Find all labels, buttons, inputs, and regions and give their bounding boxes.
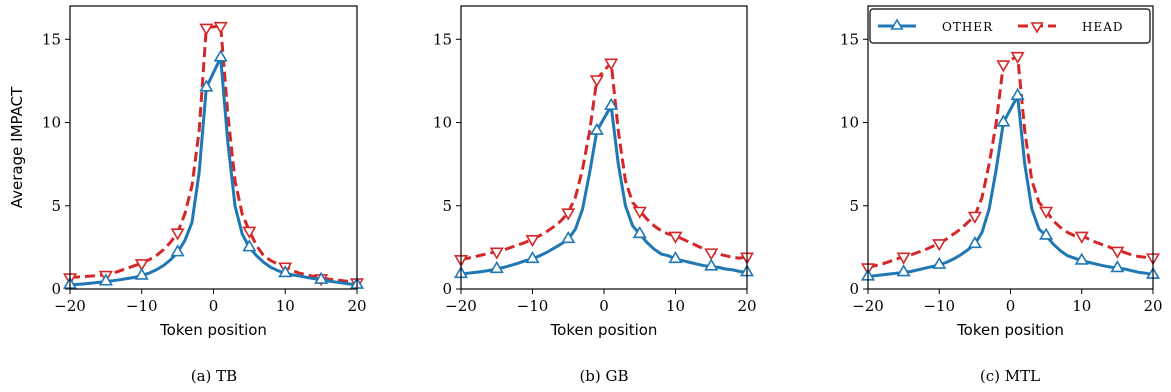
data-point-head — [1010, 51, 1025, 65]
data-point-other — [314, 271, 329, 284]
data-point-head — [896, 252, 911, 265]
data-point-other — [489, 260, 504, 274]
series-line-head — [70, 24, 357, 284]
data-point-head — [604, 58, 619, 71]
x-tick-label: −20 — [852, 297, 884, 315]
legend-label-other: OTHER — [942, 20, 993, 34]
x-tick-label: 0 — [1006, 297, 1016, 315]
data-point-head — [199, 23, 214, 36]
data-point-head — [134, 259, 149, 272]
y-tick-label: 10 — [840, 114, 859, 132]
y-tick-label: 15 — [42, 30, 61, 48]
x-tick-label: 10 — [1072, 297, 1091, 315]
data-point-other — [896, 264, 911, 277]
y-tick-label: 10 — [42, 114, 61, 132]
y-tick-label: 15 — [840, 30, 859, 48]
data-point-head — [589, 75, 604, 88]
x-tick-label: 20 — [737, 297, 756, 315]
data-point-head — [704, 248, 719, 261]
x-tick-label: −20 — [445, 297, 477, 315]
data-point-other — [561, 230, 576, 244]
series-line-head — [868, 54, 1153, 269]
data-point-head — [668, 231, 683, 244]
subfigure-caption: (a) TB — [191, 367, 237, 385]
data-point-other — [932, 256, 947, 269]
x-tick-label: 10 — [666, 297, 685, 315]
x-tick-label: −10 — [923, 297, 955, 315]
data-point-other — [967, 235, 982, 249]
y-axis-label: Average IMPACT — [8, 86, 26, 208]
data-point-head — [242, 226, 257, 239]
x-tick-label: −10 — [517, 297, 549, 315]
data-point-other — [996, 114, 1011, 127]
y-tick-label: 0 — [849, 280, 859, 298]
x-axis-label: Token position — [550, 321, 658, 339]
data-point-other — [668, 250, 683, 264]
x-tick-label: 0 — [209, 297, 219, 315]
data-point-other — [170, 244, 185, 257]
chart-panel-2: −20 −10 0 10 20 0 5 10 15 Token position (c) MTL OT… — [840, 5, 1163, 385]
y-tick-label: 0 — [51, 280, 61, 298]
data-point-head — [170, 228, 185, 241]
series-line-other — [70, 56, 357, 287]
data-point-head — [489, 247, 504, 260]
x-tick-label: 20 — [347, 297, 366, 315]
legend-marker-other — [890, 18, 904, 30]
chart-panel-0: −20 −10 0 10 20 0 5 10 15 Token position Average I… — [8, 5, 367, 385]
data-point-other — [1039, 227, 1054, 240]
x-tick-label: −10 — [126, 297, 158, 315]
data-point-other — [199, 79, 214, 92]
legend-marker-head — [1030, 22, 1044, 34]
y-tick-label: 5 — [849, 197, 859, 215]
y-tick-label: 5 — [51, 197, 61, 215]
data-point-other — [242, 239, 257, 252]
subfigure-caption: (b) GB — [579, 367, 628, 385]
data-point-head — [996, 60, 1011, 73]
data-point-head — [561, 208, 576, 221]
data-point-head — [1039, 206, 1054, 219]
data-point-other — [98, 273, 113, 286]
y-tick-label: 10 — [433, 114, 452, 132]
data-point-head — [632, 206, 647, 219]
x-axis-label: Token position — [159, 321, 267, 339]
data-point-other — [213, 49, 228, 62]
data-point-other — [604, 97, 619, 110]
data-point-other — [278, 265, 293, 278]
data-point-head — [1110, 246, 1125, 259]
data-point-head — [1074, 231, 1089, 244]
legend-label-head: HEAD — [1082, 20, 1124, 34]
data-point-head — [525, 235, 540, 248]
y-tick-label: 5 — [442, 197, 452, 215]
data-point-other — [525, 250, 540, 264]
data-point-head — [967, 211, 982, 224]
series-line-head — [461, 61, 747, 261]
subfigure-caption: (c) MTL — [980, 367, 1040, 385]
data-point-other — [1074, 252, 1089, 265]
data-point-head — [213, 21, 228, 35]
legend: OTHER HEAD — [869, 8, 1151, 44]
axes-frame — [69, 5, 358, 290]
x-tick-label: 20 — [1143, 297, 1162, 315]
data-point-other — [1010, 87, 1025, 100]
x-tick-label: 0 — [599, 297, 609, 315]
y-tick-label: 15 — [433, 30, 452, 48]
legend-box — [869, 8, 1151, 44]
data-point-other — [704, 258, 719, 271]
data-point-other — [632, 225, 647, 239]
series-line-other — [461, 104, 747, 276]
y-tick-label: 0 — [442, 280, 452, 298]
data-point-head — [932, 239, 947, 252]
x-axis-label: Token position — [956, 321, 1064, 339]
axes-frame — [460, 5, 748, 290]
x-tick-label: −20 — [54, 297, 86, 315]
data-point-other — [589, 122, 604, 135]
x-tick-label: 10 — [276, 297, 295, 315]
data-point-other — [1110, 260, 1125, 273]
series-line-other — [868, 94, 1153, 278]
chart-panel-1: −20 −10 0 10 20 0 5 10 15 Token position (b) GB — [433, 5, 757, 385]
data-point-other — [134, 267, 149, 280]
